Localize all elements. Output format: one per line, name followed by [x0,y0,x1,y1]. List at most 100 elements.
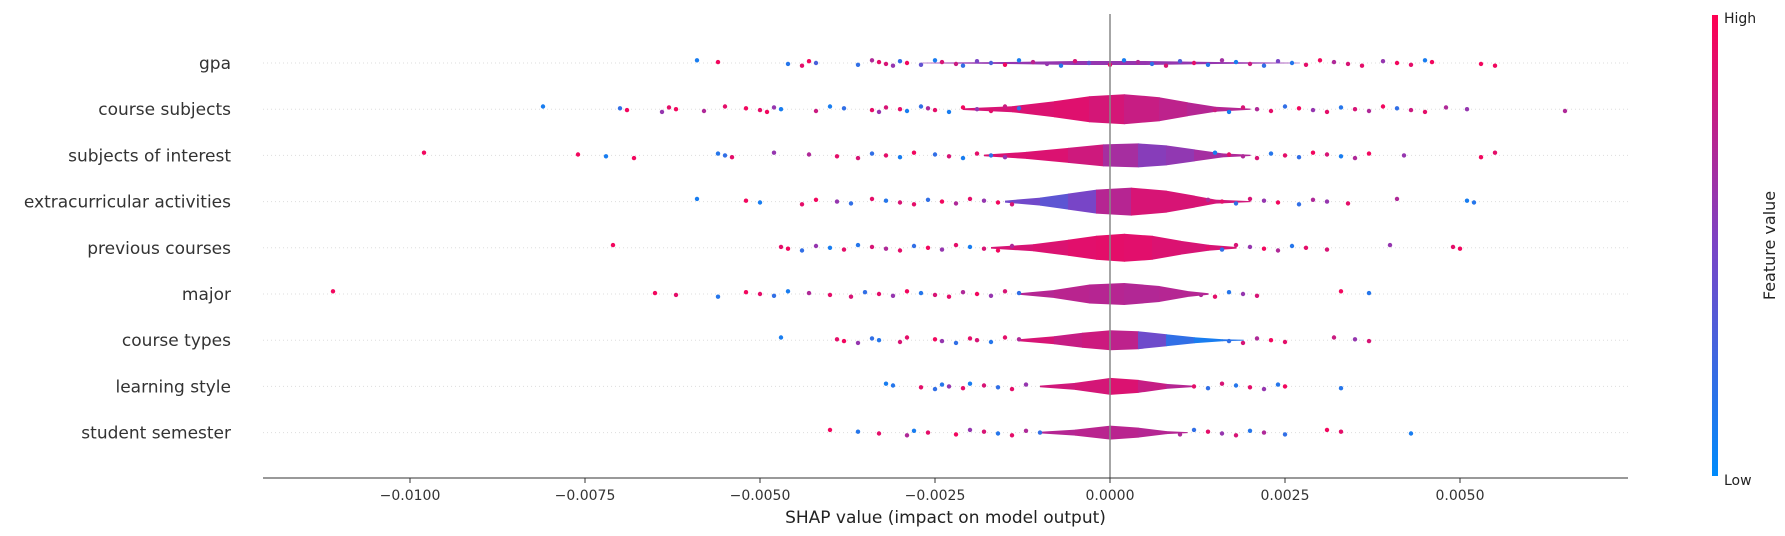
point-course-subjects [666,105,672,110]
point-course-subjects [701,108,707,114]
point-subjects-of-interest [855,155,861,161]
point-previous-courses [799,248,805,253]
point-course-subjects [1226,109,1232,115]
point-course-subjects [1394,106,1400,111]
violin-segment-course-subjects [1054,96,1090,123]
point-major [652,290,658,296]
point-subjects-of-interest [722,153,728,158]
x-axis-title: SHAP value (impact on model output) [785,508,1106,528]
point-previous-courses [610,242,616,248]
point-course-types [967,336,973,341]
point-course-subjects [827,104,833,109]
point-course-subjects [778,107,784,112]
point-previous-courses [869,244,875,250]
violin-segment-course-subjects [1187,102,1216,117]
point-subjects-of-interest [932,152,938,157]
point-gpa [1205,62,1211,67]
point-course-subjects [771,105,777,110]
violin-segment-previous-courses [1068,235,1097,260]
point-subjects-of-interest [575,152,581,157]
point-student-semester [1324,427,1330,433]
point-learning-style [1282,384,1288,389]
point-course-types [869,336,875,341]
point-course-types [953,340,959,346]
point-gpa [1289,60,1295,66]
point-subjects-of-interest [771,150,777,155]
feature-label-course-types: course types [122,331,231,351]
point-major [862,290,868,295]
point-course-types [1268,338,1274,343]
point-course-subjects [617,106,623,111]
point-subjects-of-interest [869,151,875,156]
point-previous-courses [1457,246,1463,251]
violin-segment-subjects-of-interest [1103,143,1139,168]
violin-segment-gpa [921,62,1006,64]
point-student-semester [1233,433,1239,438]
point-gpa [1072,59,1078,64]
point-gpa [715,59,721,65]
point-previous-courses [1450,244,1456,250]
point-gpa [1478,61,1484,67]
violin-segment-extracurricular-activities [1166,190,1195,213]
point-student-semester [827,427,833,433]
point-major [673,292,679,298]
violin-segment-course-types [1138,331,1167,350]
point-extracurricular-activities [981,198,987,203]
point-gpa [904,60,910,66]
point-major [771,293,777,298]
point-course-types [1282,339,1288,345]
violin-segment-major [1187,291,1209,297]
point-gpa [974,59,980,64]
point-gpa [1429,59,1435,65]
point-course-subjects [932,107,938,113]
point-student-semester [1408,431,1414,436]
point-major [946,294,952,299]
x-tick-label: −0.0025 [905,488,966,504]
point-extracurricular-activities [1219,199,1225,204]
violin-segment-previous-courses [1152,235,1181,260]
point-gpa [799,63,805,68]
x-axis-ticks: −0.0100 −0.0075 −0.0050 −0.0025 0.0000 0.0025… [380,478,1485,504]
point-major [974,291,980,297]
violin-segment-learning-style [1040,382,1076,390]
point-course-subjects [1380,104,1386,109]
point-course-types [904,335,910,340]
point-student-semester [1261,430,1267,435]
point-course-subjects [1352,107,1358,112]
point-course-subjects [869,107,875,113]
point-subjects-of-interest [631,155,637,161]
point-course-subjects [624,107,630,113]
point-course-subjects [764,109,770,115]
point-course-subjects [1408,107,1414,113]
point-extracurricular-activities [897,200,903,205]
violin-segment-learning-style [1110,377,1139,395]
point-extracurricular-activities [1310,197,1316,202]
point-learning-style [939,382,945,387]
feature-label-gpa: gpa [199,54,231,74]
point-gpa [1149,61,1155,67]
point-previous-courses [1247,244,1253,250]
point-course-types [897,339,903,345]
point-previous-courses [841,247,847,252]
point-previous-courses [1219,247,1225,252]
point-previous-courses [1303,245,1309,250]
feature-label-learning-style: learning style [115,377,231,397]
point-extracurricular-activities [883,198,889,203]
point-course-types [974,338,980,343]
point-course-subjects [925,106,931,111]
point-major [904,289,910,294]
point-major [1240,291,1246,297]
violin-segment-extracurricular-activities [1131,187,1167,216]
point-extracurricular-activities [1324,199,1330,204]
point-gpa [1394,60,1400,66]
point-course-subjects [1443,105,1449,110]
point-extracurricular-activities [1205,197,1211,202]
point-gpa [1233,59,1239,65]
point-extracurricular-activities [1275,200,1281,205]
point-previous-courses [1324,247,1330,252]
point-student-semester [981,429,987,434]
point-learning-style [967,381,973,386]
point-course-subjects [540,104,546,109]
point-gpa [1380,59,1386,64]
